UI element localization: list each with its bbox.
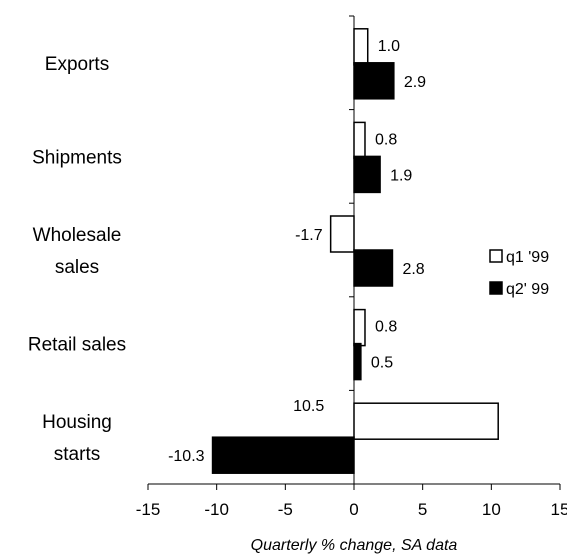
bar-q2-99-retail-sales xyxy=(353,342,362,381)
category-label-line: sales xyxy=(55,257,99,278)
bar-q2-99-wholesale-sales xyxy=(353,249,394,287)
legend: q1 '99 q2' 99 xyxy=(489,249,549,298)
bar-q2-99-exports xyxy=(353,62,395,100)
category-label: Retail sales xyxy=(28,335,126,356)
x-tick-label: 5 xyxy=(418,500,427,519)
category-label-line: Exports xyxy=(45,54,109,75)
category-label-line: Housing xyxy=(42,412,112,433)
x-tick-label: 15 xyxy=(551,500,567,519)
category-label-line: Retail sales xyxy=(28,335,126,356)
bar-q2-99-shipments xyxy=(353,155,381,194)
data-label: 0.8 xyxy=(375,319,397,336)
data-label: 0.8 xyxy=(375,131,397,148)
data-label: 1.0 xyxy=(378,38,400,55)
bar-q1-99-wholesale-sales xyxy=(329,215,355,253)
bar-q2-99-housing-starts xyxy=(211,436,355,474)
x-tick-label: 10 xyxy=(482,500,501,519)
category-label: Wholesale sales xyxy=(33,225,122,278)
category-label: Exports xyxy=(45,54,109,75)
data-label: 0.5 xyxy=(371,355,393,372)
x-tick-label: -15 xyxy=(136,500,161,519)
legend-swatch xyxy=(489,281,503,295)
bar-q1-99-retail-sales xyxy=(353,308,366,347)
bars xyxy=(211,28,499,474)
data-label: 2.8 xyxy=(402,261,424,278)
legend-label: q1 '99 xyxy=(506,249,549,266)
legend-label: q2' 99 xyxy=(506,281,549,298)
category-label: Shipments xyxy=(32,147,122,168)
x-tick-label: 0 xyxy=(349,500,358,519)
x-tick-label: -10 xyxy=(204,500,229,519)
bar-q1-99-shipments xyxy=(353,121,366,160)
category-label-line: starts xyxy=(54,444,100,465)
category-label: Housing starts xyxy=(42,412,112,465)
category-label-line: Shipments xyxy=(32,147,122,168)
x-tick-label: -5 xyxy=(278,500,293,519)
bar-q1-99-exports xyxy=(353,28,369,66)
data-label: -1.7 xyxy=(295,227,323,244)
labels: 1.0 2.9 Exports 0.8 1.9 Shipments -1.7 2.8 Whole… xyxy=(28,38,426,465)
data-label: -10.3 xyxy=(168,448,205,465)
x-axis-title: Quarterly % change, SA data xyxy=(251,537,458,554)
data-label: 10.5 xyxy=(293,398,324,415)
data-label: 1.9 xyxy=(390,167,412,184)
legend-swatch xyxy=(489,249,503,263)
data-label: 2.9 xyxy=(404,74,426,91)
category-label-line: Wholesale xyxy=(33,225,122,246)
bar-q1-99-housing-starts xyxy=(353,402,499,440)
